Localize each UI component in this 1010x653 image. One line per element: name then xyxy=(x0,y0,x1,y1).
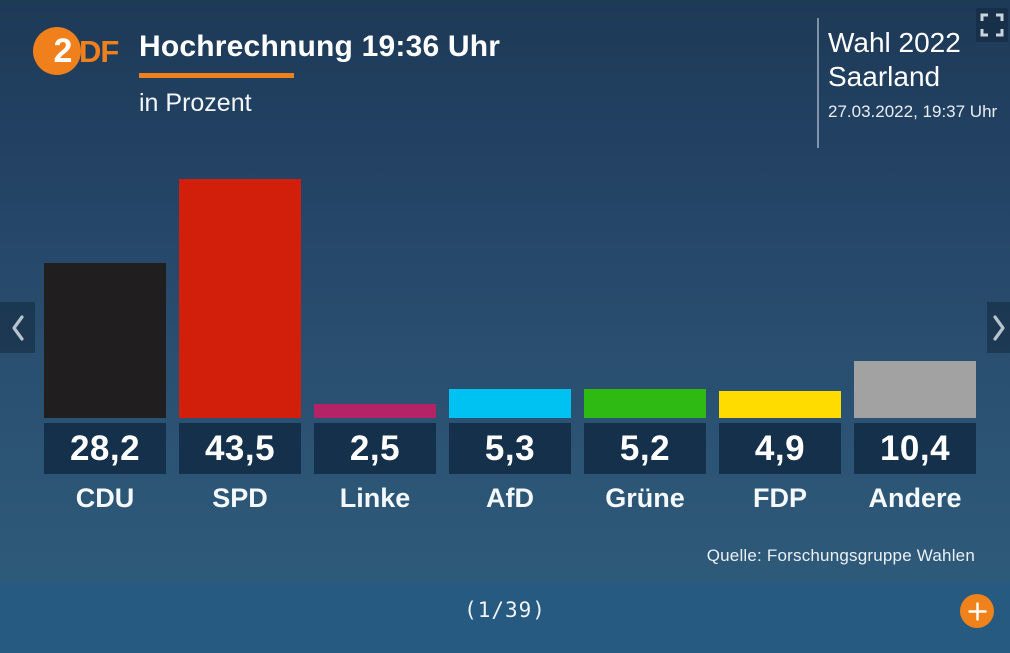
election-timestamp: 27.03.2022, 19:37 Uhr xyxy=(828,102,998,121)
zdf-logo-circle: 2 xyxy=(33,27,81,75)
prev-slide-button[interactable] xyxy=(0,302,35,353)
party-label: Andere xyxy=(868,482,962,513)
bar-spd xyxy=(179,179,301,418)
value-badge: 28,2 xyxy=(44,423,166,474)
election-region: Saarland xyxy=(828,61,941,92)
party-label: SPD xyxy=(212,482,268,513)
bar-cdu xyxy=(44,263,166,418)
chart-column: 5,2 Grüne xyxy=(584,389,706,518)
subtitle: in Prozent xyxy=(139,89,252,117)
bar-andere xyxy=(854,360,976,418)
fullscreen-icon xyxy=(980,13,1004,37)
party-label: FDP xyxy=(753,482,807,513)
chart-column: 43,5 SPD xyxy=(179,179,301,518)
title-underline xyxy=(139,73,294,78)
value-badge: 4,9 xyxy=(719,423,841,474)
bar-fdp xyxy=(719,391,841,418)
pagination-counter: (1/39) xyxy=(464,598,546,622)
chart-column: 5,3 AfD xyxy=(449,388,571,518)
chart-column: 10,4 Andere xyxy=(854,360,976,518)
value-badge: 43,5 xyxy=(179,423,301,474)
bar-afd xyxy=(449,388,571,418)
title-block: Hochrechnung 19:36 Uhr in Prozent xyxy=(139,30,500,118)
next-slide-button[interactable] xyxy=(987,302,1010,353)
value-badge: 5,2 xyxy=(584,423,706,474)
zdf-logo-2: 2 xyxy=(53,31,73,70)
party-label: CDU xyxy=(75,482,135,513)
context-block: Wahl 2022 Saarland 27.03.2022, 19:37 Uhr xyxy=(828,26,997,122)
value-badge: 2,5 xyxy=(314,423,436,474)
party-label: Linke xyxy=(339,482,411,513)
chart-column: 28,2 CDU xyxy=(44,263,166,518)
chevron-left-icon xyxy=(9,313,27,343)
plus-icon xyxy=(967,601,987,621)
source-text: Quelle: Forschungsgruppe Wahlen xyxy=(706,546,975,565)
election-title: Wahl 2022 xyxy=(828,27,961,58)
bottom-bar: (1/39) xyxy=(0,583,1010,653)
bar-linke xyxy=(314,404,436,418)
party-label: AfD xyxy=(486,482,534,513)
bar-grüne xyxy=(584,389,706,418)
fullscreen-button[interactable] xyxy=(976,8,1008,42)
chart-column: 2,5 Linke xyxy=(314,404,436,518)
chart-column: 4,9 FDP xyxy=(719,391,841,518)
chevron-right-icon xyxy=(990,313,1008,343)
header-divider xyxy=(817,18,819,148)
zdf-logo-df: DF xyxy=(79,34,119,69)
chart: 28,2 CDU 43,5 SPD 2,5 Linke 5,3 AfD 5,2 Grüne 4,9 F… xyxy=(44,179,976,518)
party-label: Grüne xyxy=(605,482,685,513)
value-badge: 10,4 xyxy=(854,423,976,474)
value-badge: 5,3 xyxy=(449,423,571,474)
zdf-logo: 2 DF xyxy=(33,27,119,75)
add-button[interactable] xyxy=(960,594,994,628)
page-title: Hochrechnung 19:36 Uhr xyxy=(139,30,501,63)
